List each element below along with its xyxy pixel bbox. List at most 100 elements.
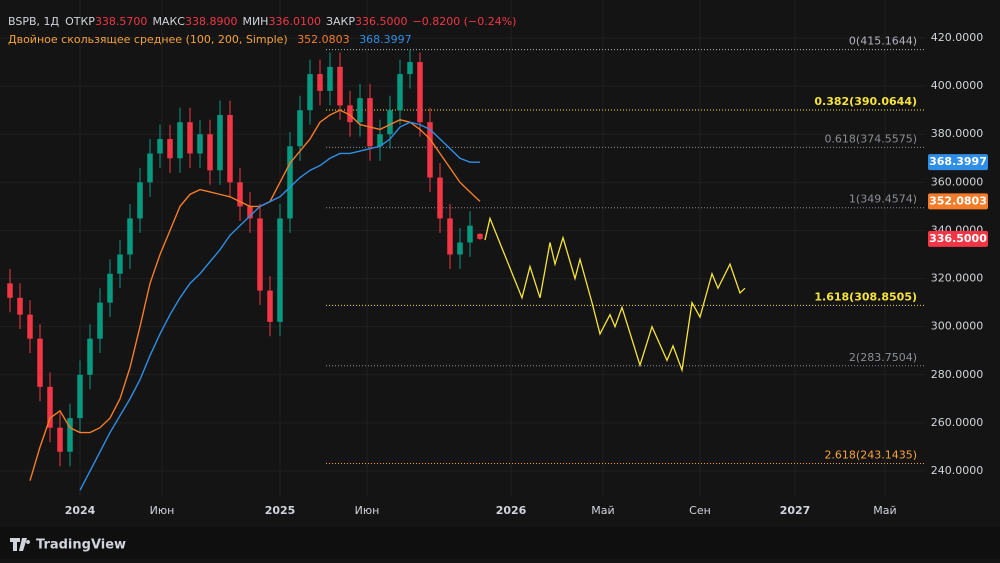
ohlc-value: 338.5700	[95, 15, 148, 28]
candle-body	[447, 218, 453, 255]
ohlc-label: МАКС	[152, 15, 185, 28]
candle-body	[397, 74, 403, 111]
candle-body	[337, 66, 343, 106]
x-tick-label: Июн	[150, 504, 175, 517]
candle-body	[347, 105, 353, 123]
candle-body	[247, 206, 253, 219]
candle-body	[47, 386, 53, 428]
candle-body	[147, 153, 153, 183]
fib-label: 0.382(390.0644)	[814, 95, 917, 108]
price-badge	[928, 154, 988, 171]
candle-body	[437, 177, 443, 219]
price-badge-label: 368.3997	[929, 155, 987, 168]
y-tick-label: 260.0000	[931, 416, 984, 429]
fib-label: 0(415.1644)	[849, 35, 917, 48]
candle-body	[377, 134, 383, 147]
moving-average	[79, 121, 481, 491]
axes: 240.0000 260.0000 280.0000 300.0000 320.0000…	[65, 31, 988, 517]
candle-body	[467, 225, 473, 243]
candle-body	[297, 110, 303, 147]
y-tick-label: 380.0000	[931, 127, 984, 140]
candle-body	[197, 134, 203, 154]
y-tick-label: 300.0000	[931, 320, 984, 333]
candle-body	[327, 66, 333, 91]
candle-body	[227, 114, 233, 183]
candle-body	[427, 122, 433, 178]
brand-logo	[10, 538, 31, 551]
ohlc-value: 338.8900	[185, 15, 238, 28]
brand-name: TradingView	[36, 538, 126, 553]
y-tick-label: 360.0000	[931, 175, 984, 188]
ohlc-value: 336.5000	[355, 15, 408, 28]
x-tick-label: Май	[591, 504, 614, 517]
candle-body	[237, 182, 243, 207]
candle-body	[7, 283, 13, 298]
price-badge	[928, 193, 988, 210]
price-badge-label: 336.5000	[929, 232, 987, 245]
candle-body	[477, 233, 483, 239]
y-tick-label: 280.0000	[931, 368, 984, 381]
forecast-line	[484, 216, 746, 373]
ohlc-label: ОТКР	[65, 15, 95, 28]
candle-body	[317, 74, 323, 91]
candle-body	[267, 290, 273, 322]
candle-body	[457, 242, 463, 255]
candle-body	[167, 139, 173, 159]
y-tick-label: 420.0000	[931, 31, 984, 44]
fib-label: 1(349.4574)	[849, 193, 917, 206]
candle-body	[277, 218, 283, 322]
fib-label: 1.618(308.8505)	[814, 290, 917, 303]
x-tick-label: 2027	[780, 504, 811, 517]
candle-body	[27, 314, 33, 339]
candle-body	[107, 273, 113, 303]
fib-label: 0.618(374.5575)	[824, 132, 917, 145]
candle-body	[357, 98, 363, 123]
x-tick-label: 2026	[496, 504, 527, 517]
candle-body	[37, 338, 43, 387]
candle-body	[97, 302, 103, 339]
candle-body	[287, 146, 293, 219]
price-badge-label: 352.0803	[929, 194, 987, 207]
candle-body	[157, 139, 163, 154]
price-badge	[928, 230, 988, 247]
ohlc-legend: BSPB, 1Д ОТКР338.5700 МАКС338.8900 МИН336.0…	[8, 15, 516, 28]
candle-body	[57, 427, 63, 452]
ohlc-label: МИН	[242, 15, 268, 28]
candle-body	[307, 74, 313, 111]
candle-body	[67, 418, 73, 452]
candle-body	[217, 114, 223, 171]
fib-label: 2(283.7504)	[849, 351, 917, 364]
plot-area	[7, 49, 925, 491]
candle-body	[137, 182, 143, 219]
indicator-legend: Двойное скользящее среднее (100, 200, Si…	[8, 33, 412, 46]
y-tick-label: 400.0000	[931, 79, 984, 92]
symbol: BSPB, 1Д	[8, 15, 60, 28]
y-tick-label: 320.0000	[931, 272, 984, 285]
candle-body	[87, 338, 93, 375]
candle-body	[77, 374, 83, 419]
candle-body	[367, 98, 373, 147]
indicator-name: Двойное скользящее среднее (100, 200, Si…	[8, 33, 288, 46]
x-tick-label: Май	[873, 504, 896, 517]
candle-body	[187, 122, 193, 154]
x-tick-label: Сен	[689, 504, 711, 517]
candle-body	[257, 218, 263, 291]
candle-body	[387, 110, 393, 135]
legend: BSPB, 1Д ОТКР338.5700 МАКС338.8900 МИН336.0…	[8, 15, 516, 46]
y-tick-label: 240.0000	[931, 464, 984, 477]
x-tick-label: 2025	[265, 504, 296, 517]
candle-body	[127, 218, 133, 255]
bottom-bar	[0, 527, 1000, 559]
x-tick-label: Июн	[355, 504, 380, 517]
change: −0.8200 (−0.24%)	[412, 15, 516, 28]
fib-label: 2.618(243.1435)	[824, 448, 917, 461]
candle-body	[407, 62, 413, 75]
candle-body	[17, 297, 23, 315]
candle-body	[207, 134, 213, 171]
brand: TradingView	[10, 538, 126, 553]
moving-average	[29, 109, 481, 481]
candle-body	[117, 254, 123, 274]
